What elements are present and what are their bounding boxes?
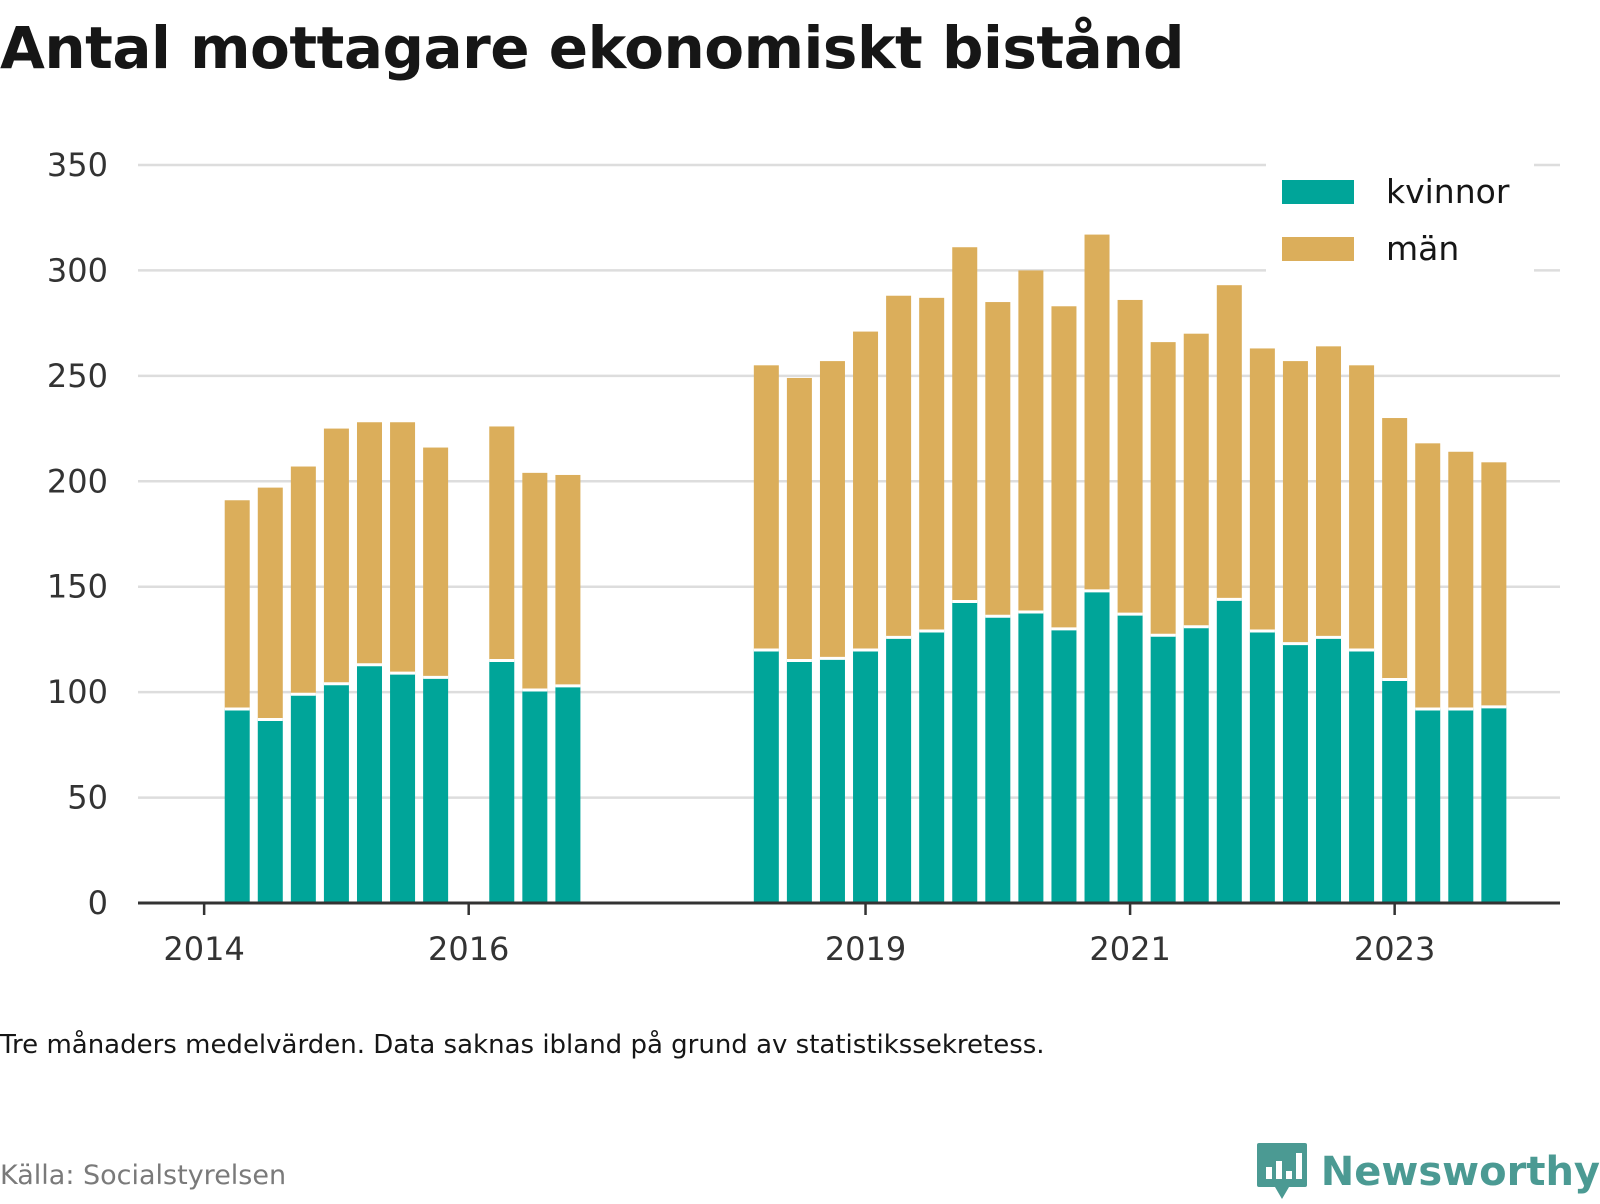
bar-kvinnor (753, 649, 779, 903)
x-tick-label: 2016 (428, 930, 509, 968)
bar-kvinnor (1051, 628, 1077, 903)
bar-kvinnor (257, 719, 283, 903)
y-tick-label: 300 (47, 251, 108, 289)
legend-swatch (1282, 237, 1354, 261)
legend: kvinnor män (1266, 160, 1534, 274)
bar-kvinnor (1150, 635, 1176, 903)
bar-kvinnor (919, 630, 945, 903)
bar-kvinnor (1481, 706, 1507, 903)
bars (224, 234, 1507, 903)
legend-swatch (1282, 180, 1354, 204)
brand-name: Newsworthy (1320, 1149, 1600, 1195)
bar-kvinnor (1316, 637, 1342, 903)
bar-man (1349, 365, 1375, 650)
newsworthy-logo-icon (1256, 1143, 1307, 1199)
bar-man (555, 474, 581, 686)
bar-man (1448, 451, 1474, 710)
x-axis: 2014 2016 2019 2021 2023 (138, 901, 1560, 968)
x-tick-label: 2014 (163, 930, 244, 968)
y-tick-label: 150 (47, 568, 108, 606)
bar-kvinnor (290, 694, 316, 903)
bar-kvinnor (423, 677, 449, 903)
bar-man (1051, 306, 1077, 629)
bar-kvinnor (886, 637, 912, 903)
bar-man (1084, 234, 1110, 591)
bar-man (1415, 443, 1441, 710)
bar-kvinnor (1084, 590, 1110, 903)
bar-kvinnor (819, 658, 845, 903)
bar-kvinnor (356, 664, 382, 903)
bar-kvinnor (390, 673, 416, 903)
legend-label: män (1386, 229, 1459, 268)
bar-man (1150, 342, 1176, 636)
bar-kvinnor (323, 683, 349, 903)
bar-kvinnor (1382, 679, 1408, 903)
bar-man (257, 487, 283, 720)
bar-kvinnor (1117, 614, 1143, 903)
bar-man (522, 472, 548, 691)
chart-note: Tre månaders medelvärden. Data saknas ib… (0, 1030, 1045, 1060)
bar-man (489, 426, 515, 661)
x-tick-label: 2021 (1089, 930, 1170, 968)
bar-man (952, 247, 978, 602)
bar-kvinnor (224, 709, 250, 903)
bar-kvinnor (985, 616, 1011, 903)
bar-man (1481, 462, 1507, 707)
bar-man (1316, 346, 1342, 638)
bar-kvinnor (1448, 709, 1474, 903)
legend-label: kvinnor (1386, 172, 1510, 211)
y-tick-label: 200 (47, 462, 108, 500)
bar-kvinnor (1349, 649, 1375, 903)
bar-kvinnor (1249, 630, 1275, 903)
bar-kvinnor (786, 660, 812, 903)
bar-man (323, 428, 349, 684)
bar-man (1282, 361, 1308, 644)
bar-man (356, 422, 382, 665)
bar-man (819, 361, 845, 659)
bar-man (390, 422, 416, 674)
bar-man (224, 500, 250, 710)
bar-man (1249, 348, 1275, 631)
bar-kvinnor (489, 660, 515, 903)
bar-kvinnor (1018, 612, 1044, 903)
x-tick-label: 2023 (1354, 930, 1435, 968)
bar-kvinnor (1183, 626, 1209, 903)
chart-title: Antal mottagare ekonomiskt bistånd (0, 14, 1185, 82)
bar-man (1018, 270, 1044, 613)
bar-man (1183, 333, 1209, 627)
bar-man (786, 377, 812, 661)
bar-man (886, 295, 912, 638)
bar-kvinnor (1216, 599, 1242, 903)
bar-kvinnor (1282, 643, 1308, 903)
bar-man (919, 297, 945, 631)
bar-man (853, 331, 879, 650)
bar-kvinnor (1415, 709, 1441, 903)
bar-man (423, 447, 449, 678)
x-tick-label: 2019 (825, 930, 906, 968)
source-label: Källa: Socialstyrelsen (0, 1160, 287, 1191)
bar-kvinnor (555, 685, 581, 903)
y-tick-label: 250 (47, 357, 108, 395)
bar-kvinnor (522, 690, 548, 903)
y-tick-label: 100 (47, 673, 108, 711)
bar-man (290, 466, 316, 695)
bar-man (1382, 418, 1408, 680)
bar-man (1216, 285, 1242, 600)
bar-man (753, 365, 779, 650)
bar-kvinnor (952, 601, 978, 903)
bar-man (1117, 299, 1143, 615)
brand-logo[interactable]: Newsworthy (1255, 1140, 1600, 1204)
y-tick-label: 50 (67, 779, 108, 817)
y-tick-label: 0 (88, 884, 108, 922)
bar-kvinnor (853, 649, 879, 903)
y-tick-label: 350 (47, 146, 108, 184)
bar-man (985, 302, 1011, 617)
